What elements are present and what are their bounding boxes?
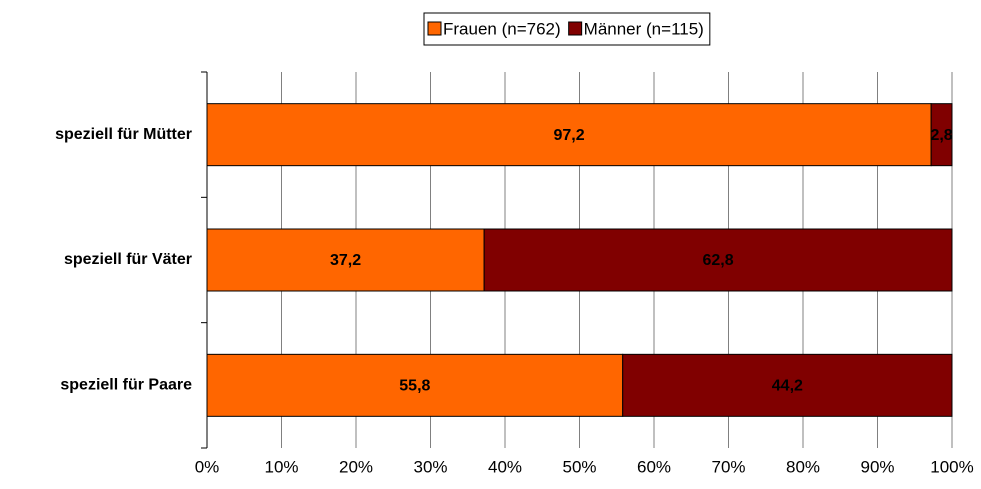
bar-segment [930, 103, 953, 167]
x-tick-label: 100% [930, 457, 973, 476]
legend-label: Frauen (n=762) [443, 19, 561, 38]
y-tick-label: speziell für Mütter [55, 126, 192, 143]
bar-segment [483, 228, 953, 292]
data-label: 62,8 [702, 252, 733, 269]
x-tick-label: 70% [711, 457, 745, 476]
x-tick-label: 80% [786, 457, 820, 476]
legend-swatch [427, 21, 442, 36]
bar-segment [622, 353, 953, 417]
x-tick-label: 90% [860, 457, 894, 476]
data-label: 55,8 [399, 378, 430, 395]
data-label: 97,2 [553, 127, 584, 144]
y-tick-label: speziell für Paare [60, 377, 192, 394]
legend-swatch [568, 21, 583, 36]
x-tick-label: 60% [637, 457, 671, 476]
x-tick-label: 0% [195, 457, 220, 476]
bar-segment [206, 228, 485, 292]
data-label: 2,8 [930, 127, 952, 144]
data-label: 44,2 [772, 378, 803, 395]
x-tick-label: 30% [413, 457, 447, 476]
bar-segment [206, 353, 624, 417]
x-tick-label: 40% [488, 457, 522, 476]
x-tick-label: 50% [562, 457, 596, 476]
legend-label: Männer (n=115) [584, 19, 704, 38]
bar-segment [206, 103, 932, 167]
y-tick-label: speziell für Väter [64, 251, 192, 268]
data-label: 37,2 [330, 252, 361, 269]
legend-box [423, 12, 711, 46]
x-tick-label: 10% [264, 457, 298, 476]
x-tick-label: 20% [339, 457, 373, 476]
